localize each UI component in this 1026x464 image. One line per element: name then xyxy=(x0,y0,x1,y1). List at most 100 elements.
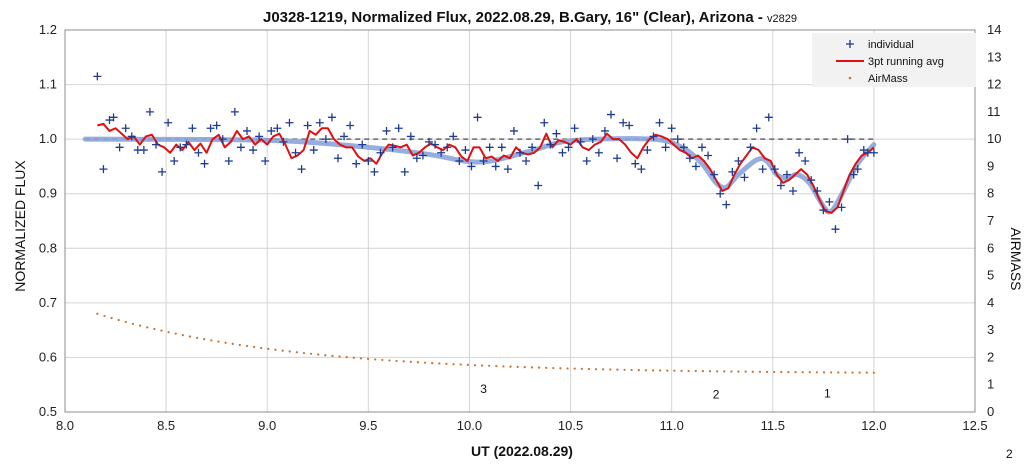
airmass-point xyxy=(822,371,826,374)
airmass-point xyxy=(623,368,626,371)
data-point-plus xyxy=(570,124,579,133)
data-point-plus xyxy=(849,170,858,179)
data-point-plus xyxy=(661,143,670,152)
data-point-plus xyxy=(206,124,215,133)
airmass-point xyxy=(238,343,241,347)
data-point-plus xyxy=(631,159,640,168)
x-tick-label: 11.0 xyxy=(659,418,683,433)
data-point-plus xyxy=(625,121,634,130)
airmass-point xyxy=(352,356,355,359)
y-tick-label: 1.1 xyxy=(39,77,57,92)
chart-annotations: 3 2 1 xyxy=(480,382,831,401)
airmass-point xyxy=(602,368,605,371)
x-tick-label: 12.5 xyxy=(962,418,987,433)
data-point-plus xyxy=(594,148,603,157)
airmass-point xyxy=(765,370,769,373)
airmass-point xyxy=(324,354,327,357)
airmass-point xyxy=(374,358,377,361)
airmass-point xyxy=(431,361,434,365)
data-point-plus xyxy=(297,165,306,174)
airmass-point xyxy=(872,371,875,374)
data-point-plus xyxy=(303,121,312,130)
airmass-point xyxy=(153,327,156,331)
data-point-plus xyxy=(637,165,646,174)
airmass-point xyxy=(801,371,804,374)
x-tick-label: 11.5 xyxy=(761,418,785,433)
airmass-point xyxy=(651,369,655,372)
airmass-point xyxy=(203,338,206,341)
data-point-plus xyxy=(358,140,367,149)
data-point-plus xyxy=(273,124,282,133)
airmass-point xyxy=(110,316,113,320)
data-point-plus xyxy=(546,140,555,149)
data-point-plus xyxy=(649,132,658,141)
data-point-plus xyxy=(831,225,840,234)
airmass-point xyxy=(160,329,163,332)
airmass-point xyxy=(409,360,412,363)
airmass-point xyxy=(723,370,726,373)
data-point-plus xyxy=(249,146,258,155)
airmass-point xyxy=(580,367,583,370)
y-tick-label: 1.0 xyxy=(39,131,57,146)
airmass-point xyxy=(480,364,484,367)
data-point-plus xyxy=(770,165,779,174)
chart-title-main: J0328-1219, Normalized Flux, 2022.08.29,… xyxy=(263,9,767,26)
airmass-point xyxy=(680,369,683,372)
airmass-point xyxy=(231,342,234,345)
data-point-plus xyxy=(188,124,197,133)
airmass-point xyxy=(267,347,270,350)
airmass-point xyxy=(616,368,619,371)
airmass-point xyxy=(630,368,633,372)
data-point-plus xyxy=(782,170,791,179)
airmass-point xyxy=(438,362,441,365)
y2-tick-label: 8 xyxy=(987,186,994,201)
legend-label: 3pt running avg xyxy=(868,56,944,68)
data-point-plus xyxy=(152,140,160,149)
data-point-plus xyxy=(364,156,373,165)
data-point-plus xyxy=(613,154,622,163)
data-point-plus xyxy=(679,143,688,152)
legend: individual 3pt running avg AirMass xyxy=(812,33,976,87)
airmass-point xyxy=(509,365,512,368)
data-point-plus xyxy=(243,126,251,135)
data-point-plus xyxy=(99,165,108,174)
airmass-point xyxy=(552,366,555,370)
airmass-point xyxy=(195,336,199,339)
data-point-plus xyxy=(819,206,828,215)
airmass-point xyxy=(416,361,420,364)
data-point-plus xyxy=(340,132,349,141)
airmass-point xyxy=(260,346,263,350)
data-point-plus xyxy=(291,148,300,157)
data-point-plus xyxy=(352,159,361,168)
data-point-plus xyxy=(412,154,421,163)
data-point-plus xyxy=(236,143,245,152)
plot-frame xyxy=(64,29,976,413)
data-point-plus xyxy=(309,146,318,155)
y-tick-label: 1.2 xyxy=(39,22,57,37)
data-point-plus xyxy=(443,143,452,152)
legend-marker-plus xyxy=(846,40,854,48)
data-point-plus xyxy=(388,143,397,152)
data-point-plus xyxy=(109,113,118,122)
data-point-plus xyxy=(853,165,862,174)
data-point-plus xyxy=(121,124,130,133)
event-annotation-label: 2 xyxy=(713,387,720,401)
airmass-point xyxy=(666,369,669,372)
y2-tick-label: 10 xyxy=(987,131,1001,146)
airmass-point xyxy=(773,370,776,374)
data-point-plus xyxy=(400,167,409,176)
y2-tick-label: 14 xyxy=(987,22,1001,37)
airmass-point xyxy=(644,369,648,372)
y-tick-label: 0.8 xyxy=(39,240,57,255)
data-point-plus xyxy=(327,113,336,122)
data-point-plus xyxy=(194,148,203,157)
data-point-plus xyxy=(607,110,615,119)
airmass-point xyxy=(345,356,348,359)
airmass-point xyxy=(637,368,640,372)
data-point-plus xyxy=(255,132,264,141)
airmass-point xyxy=(858,371,861,374)
data-point-plus xyxy=(406,132,415,141)
data-point-plus xyxy=(576,137,585,146)
data-point-plus xyxy=(859,146,868,155)
y-tick-label: 0.6 xyxy=(39,349,57,364)
